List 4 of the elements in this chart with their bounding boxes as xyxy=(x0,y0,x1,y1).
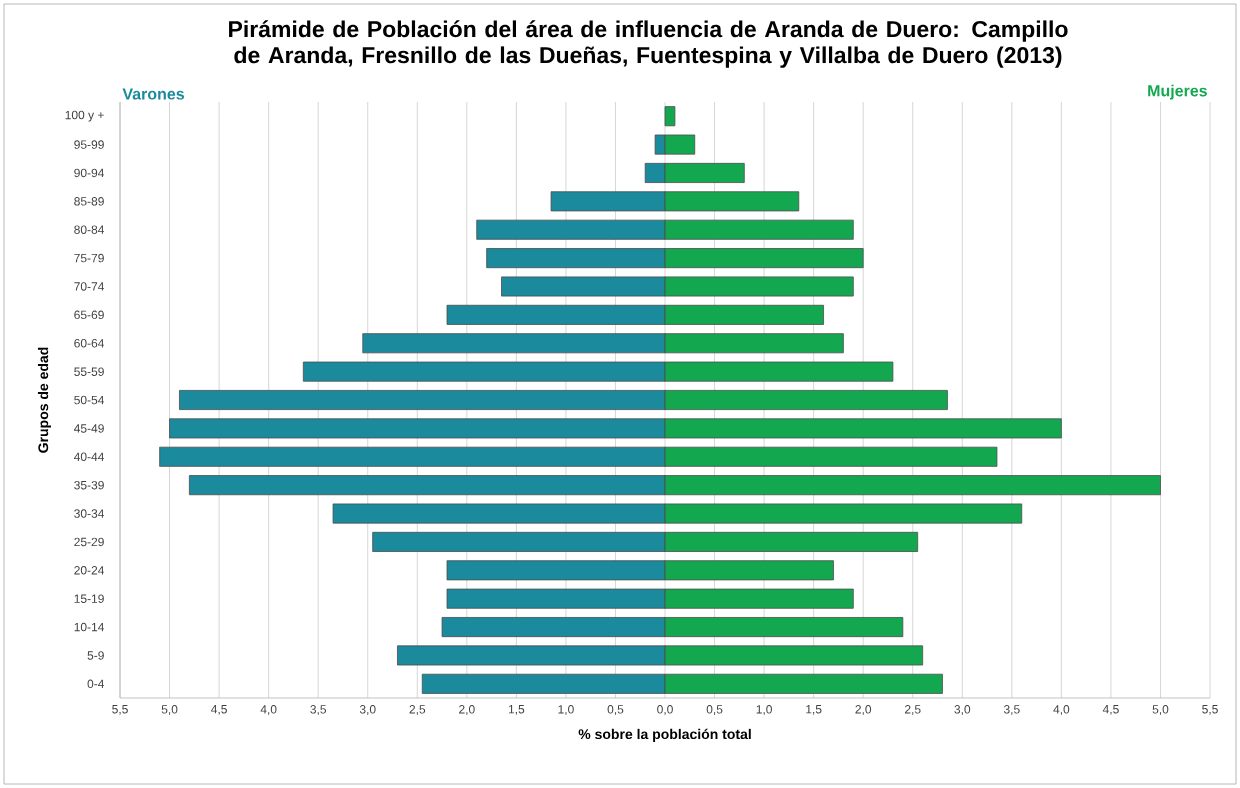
bar xyxy=(664,106,676,127)
chart-title: Pirámide de Población del área de influencia de Aranda de Duero: Campillo de Aranda, Fresnillo de las Dueñas, Fuentespina y Villalba de Duero (2013) xyxy=(229,20,1068,68)
text: Varones xyxy=(122,88,185,100)
text: Mujeres xyxy=(1148,84,1207,100)
